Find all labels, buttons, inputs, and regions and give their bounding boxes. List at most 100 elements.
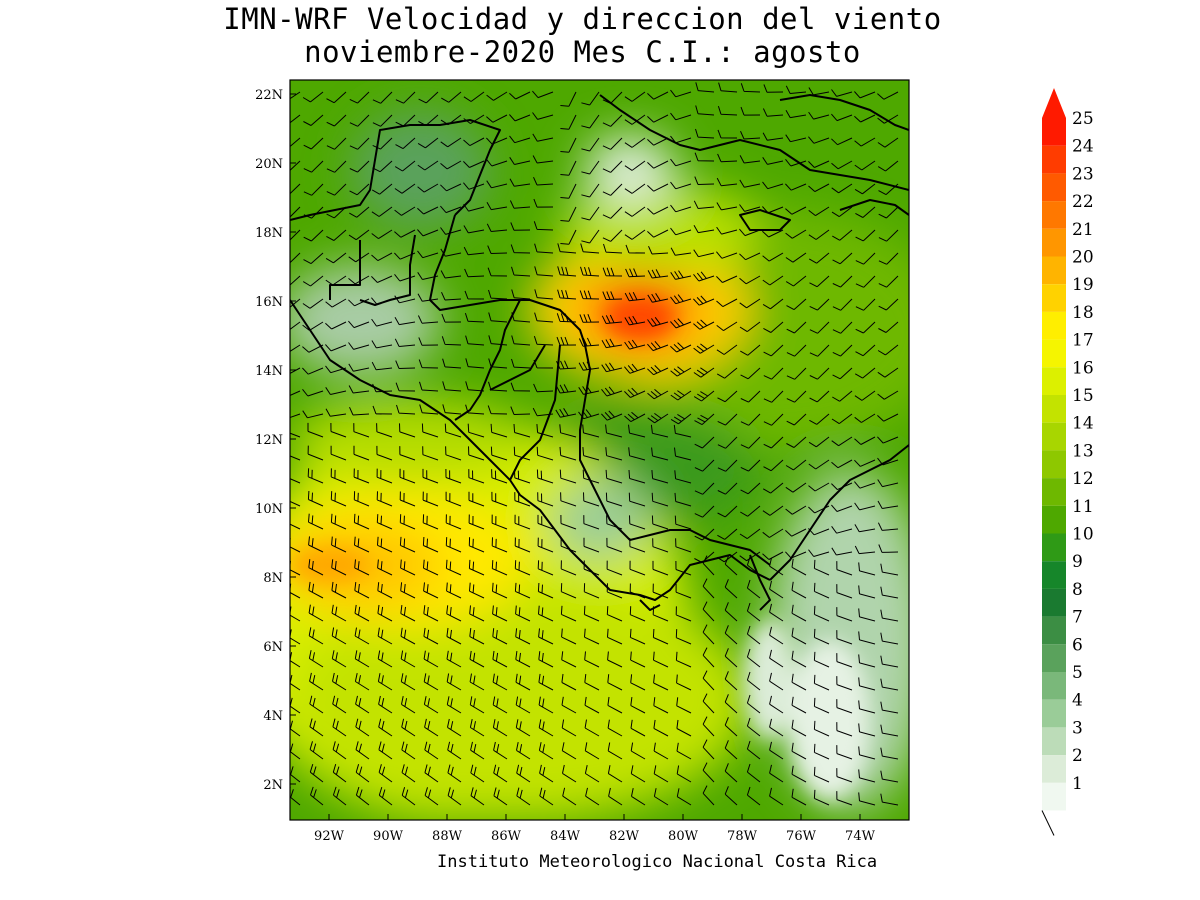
wind-barb — [354, 536, 370, 553]
wind-barb — [583, 605, 600, 622]
wind-barb — [724, 786, 738, 806]
wind-barb — [877, 390, 899, 400]
wind-barb — [858, 585, 876, 599]
wind-barb — [355, 786, 370, 806]
wind-barb — [809, 390, 830, 403]
wind-barb — [746, 694, 761, 714]
wind-barb — [763, 459, 784, 472]
wind-barb — [606, 583, 623, 599]
wind-barb — [423, 673, 439, 691]
wind-barb — [702, 647, 715, 668]
wind-barb — [624, 206, 646, 217]
wind-barb — [601, 314, 623, 324]
longitude-axis: 92W 90W 88W 86W 84W 82W 80W 78W 76W 74W — [314, 814, 876, 844]
wind-barb — [331, 536, 347, 553]
wind-barb — [629, 583, 646, 599]
wind-barb — [470, 787, 485, 806]
wind-barb — [606, 606, 623, 622]
wind-barb — [463, 137, 485, 147]
wind-barb — [769, 603, 784, 622]
wind-barb — [674, 470, 692, 484]
wind-barb — [539, 787, 554, 806]
wind-barb — [786, 436, 807, 448]
wind-barb — [417, 250, 439, 259]
wind-barb — [395, 360, 416, 369]
colorbar-swatch — [1042, 395, 1066, 423]
wind-barb — [676, 765, 692, 783]
wind-barb — [377, 650, 393, 668]
colorbar-lower-marker — [1041, 810, 1055, 836]
wind-barb — [560, 114, 577, 130]
wind-barb — [463, 203, 485, 212]
wind-barb — [650, 424, 669, 438]
wind-barb — [400, 627, 416, 645]
wind-barb — [560, 492, 577, 507]
wind-barb — [808, 528, 830, 536]
wind-barb — [831, 436, 853, 447]
wind-barb — [651, 447, 669, 461]
wind-barb — [290, 786, 301, 806]
wind-barb — [624, 291, 646, 302]
wind-barb — [486, 158, 508, 167]
wind-barb — [326, 137, 347, 150]
wind-barb — [786, 390, 807, 403]
wind-barb — [325, 275, 347, 286]
wind-barb — [440, 248, 462, 257]
wind-barb — [628, 424, 646, 438]
wind-barb — [488, 312, 508, 323]
wind-barb — [724, 602, 738, 622]
wind-barb — [349, 137, 370, 150]
wind-barb — [424, 741, 439, 760]
wind-barb — [877, 413, 899, 422]
wind-barb — [809, 367, 830, 380]
wind-barb — [468, 559, 485, 576]
wind-barb — [290, 455, 301, 461]
wind-barb — [809, 413, 830, 425]
wind-barb — [631, 787, 646, 806]
lon-label: 90W — [373, 829, 404, 844]
wind-barb — [562, 764, 577, 783]
wind-barb — [625, 268, 646, 278]
wind-barb — [858, 654, 876, 668]
wind-barb — [724, 625, 738, 645]
wind-barb — [880, 678, 899, 691]
colorbar-label: 25 — [1072, 109, 1094, 129]
wind-barb — [836, 722, 853, 737]
wind-barb — [763, 367, 784, 380]
colorbar-label: 8 — [1072, 580, 1083, 600]
wind-barb — [739, 321, 761, 333]
wind-barb — [716, 251, 738, 259]
wind-barb — [330, 422, 347, 438]
wind-barb — [832, 229, 853, 241]
colorbar-label: 4 — [1072, 691, 1083, 711]
wind-barb — [832, 298, 853, 311]
wind-barb — [511, 312, 531, 323]
wind-barb — [877, 522, 899, 531]
wind-barb — [371, 361, 393, 371]
wind-barb — [785, 85, 807, 94]
wind-barb — [695, 105, 715, 116]
wind-barb — [584, 719, 600, 737]
wind-barb — [791, 742, 807, 760]
wind-barb — [509, 178, 531, 187]
wind-barb — [769, 626, 784, 645]
wind-barb — [653, 742, 669, 760]
wind-barb — [836, 561, 853, 576]
wind-barb — [582, 424, 600, 438]
wind-barb — [396, 404, 416, 415]
wind-barb — [608, 787, 623, 806]
wind-barb — [858, 562, 876, 576]
wind-barb — [442, 381, 462, 392]
wind-barb — [325, 387, 347, 395]
wind-barb — [515, 696, 531, 714]
wind-barb — [510, 382, 531, 392]
wind-barb — [561, 651, 577, 668]
wind-barb — [560, 229, 577, 245]
wind-barb — [493, 787, 508, 806]
wind-barb — [309, 695, 324, 714]
lon-label: 92W — [314, 829, 345, 844]
wind-barb — [401, 718, 416, 737]
wind-barb — [446, 627, 462, 645]
wind-barb — [583, 583, 600, 599]
wind-barb — [831, 413, 853, 425]
